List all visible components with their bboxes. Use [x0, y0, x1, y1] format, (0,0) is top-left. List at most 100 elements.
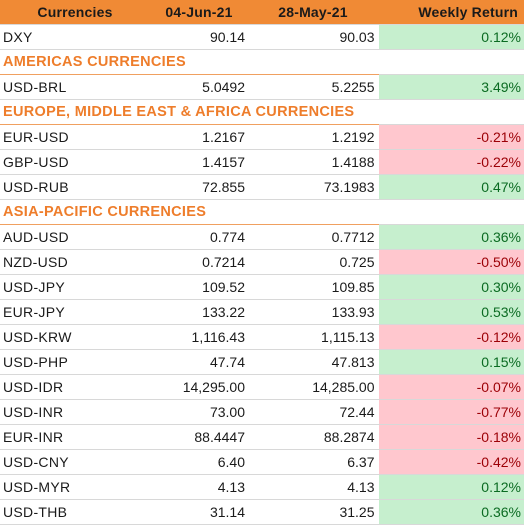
table-row: EUR-INR 88.4447 88.2874 -0.18%: [0, 424, 524, 450]
weekly-return-cell: 0.12%: [377, 24, 524, 50]
table-row: USD-BRL 5.0492 5.2255 3.49%: [0, 74, 524, 100]
weekly-return-cell: -0.22%: [377, 149, 524, 175]
weekly-return-cell: 0.47%: [377, 174, 524, 200]
currency-pair-cell: USD-CNY: [0, 449, 150, 475]
table-row: USD-MYR 4.13 4.13 0.12%: [0, 474, 524, 500]
currency-pair-cell: USD-PHP: [0, 349, 150, 375]
weekly-return-cell: -0.12%: [377, 324, 524, 350]
current-rate-cell: 14,295.00: [150, 374, 248, 400]
current-rate-cell: 31.14: [150, 499, 248, 525]
currency-pair-cell: USD-IDR: [0, 374, 150, 400]
current-rate-cell: 0.7214: [150, 249, 248, 275]
previous-rate-cell: 0.7712: [248, 224, 378, 250]
section-spacer: [378, 49, 524, 75]
currency-pair-cell: USD-RUB: [0, 174, 150, 200]
previous-rate-cell: 6.37: [248, 449, 378, 475]
currency-pair-cell: USD-MYR: [0, 474, 150, 500]
previous-rate-cell: 88.2874: [248, 424, 378, 450]
section-spacer: [378, 199, 524, 225]
current-rate-cell: 0.774: [150, 224, 248, 250]
previous-rate-cell: 1.4188: [248, 149, 378, 175]
table-row: USD-CNY 6.40 6.37 -0.42%: [0, 449, 524, 475]
weekly-return-cell: 0.36%: [377, 224, 524, 250]
currency-pair-cell: GBP-USD: [0, 149, 150, 175]
previous-rate-cell: 31.25: [248, 499, 378, 525]
table-row: DXY 90.14 90.03 0.12%: [0, 24, 524, 50]
header-date-current: 04-Jun-21: [150, 0, 248, 25]
table-row: USD-THB 31.14 31.25 0.36%: [0, 499, 524, 525]
table-row: USD-JPY 109.52 109.85 0.30%: [0, 274, 524, 300]
current-rate-cell: 109.52: [150, 274, 248, 300]
current-rate-cell: 1,116.43: [150, 324, 248, 350]
section-title: EUROPE, MIDDLE EAST & AFRICA CURRENCIES: [0, 99, 378, 125]
weekly-return-cell: 0.36%: [377, 499, 524, 525]
table-row: EUR-USD 1.2167 1.2192 -0.21%: [0, 124, 524, 150]
previous-rate-cell: 72.44: [248, 399, 378, 425]
table-row: GBP-USD 1.4157 1.4188 -0.22%: [0, 149, 524, 175]
table-row: EUR-JPY 133.22 133.93 0.53%: [0, 299, 524, 325]
section-title: AMERICAS CURRENCIES: [0, 49, 378, 75]
current-rate-cell: 88.4447: [150, 424, 248, 450]
weekly-return-cell: -0.07%: [377, 374, 524, 400]
current-rate-cell: 4.13: [150, 474, 248, 500]
currency-pair-cell: USD-JPY: [0, 274, 150, 300]
currency-pair-cell: EUR-INR: [0, 424, 150, 450]
previous-rate-cell: 109.85: [248, 274, 378, 300]
weekly-return-cell: 0.15%: [377, 349, 524, 375]
previous-rate-cell: 133.93: [248, 299, 378, 325]
header-row: Currencies 04-Jun-21 28-May-21 Weekly Re…: [0, 0, 524, 25]
currency-pair-cell: USD-KRW: [0, 324, 150, 350]
weekly-return-cell: -0.21%: [377, 124, 524, 150]
weekly-return-cell: -0.18%: [377, 424, 524, 450]
previous-rate-cell: 1,115.13: [248, 324, 378, 350]
previous-rate-cell: 0.725: [248, 249, 378, 275]
table-body: DXY 90.14 90.03 0.12% AMERICAS CURRENCIES USD…: [0, 24, 524, 525]
weekly-return-cell: 0.30%: [377, 274, 524, 300]
header-weekly-return: Weekly Return: [378, 0, 524, 25]
current-rate-cell: 1.2167: [150, 124, 248, 150]
currency-pair-cell: EUR-USD: [0, 124, 150, 150]
current-rate-cell: 73.00: [150, 399, 248, 425]
current-rate-cell: 90.14: [150, 24, 248, 50]
previous-rate-cell: 73.1983: [248, 174, 378, 200]
table-row: USD-PHP 47.74 47.813 0.15%: [0, 349, 524, 375]
currency-pair-cell: EUR-JPY: [0, 299, 150, 325]
current-rate-cell: 1.4157: [150, 149, 248, 175]
current-rate-cell: 47.74: [150, 349, 248, 375]
currency-pair-cell: USD-BRL: [0, 74, 150, 100]
previous-rate-cell: 14,285.00: [248, 374, 378, 400]
section-header-row: AMERICAS CURRENCIES: [0, 49, 524, 75]
weekly-return-cell: -0.42%: [377, 449, 524, 475]
table-row: USD-RUB 72.855 73.1983 0.47%: [0, 174, 524, 200]
previous-rate-cell: 90.03: [248, 24, 378, 50]
currency-pair-cell: AUD-USD: [0, 224, 150, 250]
previous-rate-cell: 5.2255: [248, 74, 378, 100]
weekly-return-cell: -0.77%: [377, 399, 524, 425]
previous-rate-cell: 47.813: [248, 349, 378, 375]
weekly-return-cell: -0.50%: [377, 249, 524, 275]
table-row: USD-INR 73.00 72.44 -0.77%: [0, 399, 524, 425]
table-row: USD-KRW 1,116.43 1,115.13 -0.12%: [0, 324, 524, 350]
table-row: NZD-USD 0.7214 0.725 -0.50%: [0, 249, 524, 275]
currency-pair-cell: USD-THB: [0, 499, 150, 525]
current-rate-cell: 72.855: [150, 174, 248, 200]
section-header-row: ASIA-PACIFIC CURRENCIES: [0, 199, 524, 225]
currency-pair-cell: USD-INR: [0, 399, 150, 425]
current-rate-cell: 133.22: [150, 299, 248, 325]
section-title: ASIA-PACIFIC CURRENCIES: [0, 199, 378, 225]
table-row: AUD-USD 0.774 0.7712 0.36%: [0, 224, 524, 250]
section-header-row: EUROPE, MIDDLE EAST & AFRICA CURRENCIES: [0, 99, 524, 125]
current-rate-cell: 6.40: [150, 449, 248, 475]
header-date-previous: 28-May-21: [248, 0, 378, 25]
weekly-return-cell: 0.53%: [377, 299, 524, 325]
weekly-return-cell: 3.49%: [377, 74, 524, 100]
weekly-return-cell: 0.12%: [377, 474, 524, 500]
previous-rate-cell: 1.2192: [248, 124, 378, 150]
currency-pair-cell: NZD-USD: [0, 249, 150, 275]
table-row: USD-IDR 14,295.00 14,285.00 -0.07%: [0, 374, 524, 400]
previous-rate-cell: 4.13: [248, 474, 378, 500]
header-currencies: Currencies: [0, 0, 150, 25]
current-rate-cell: 5.0492: [150, 74, 248, 100]
section-spacer: [378, 99, 524, 125]
